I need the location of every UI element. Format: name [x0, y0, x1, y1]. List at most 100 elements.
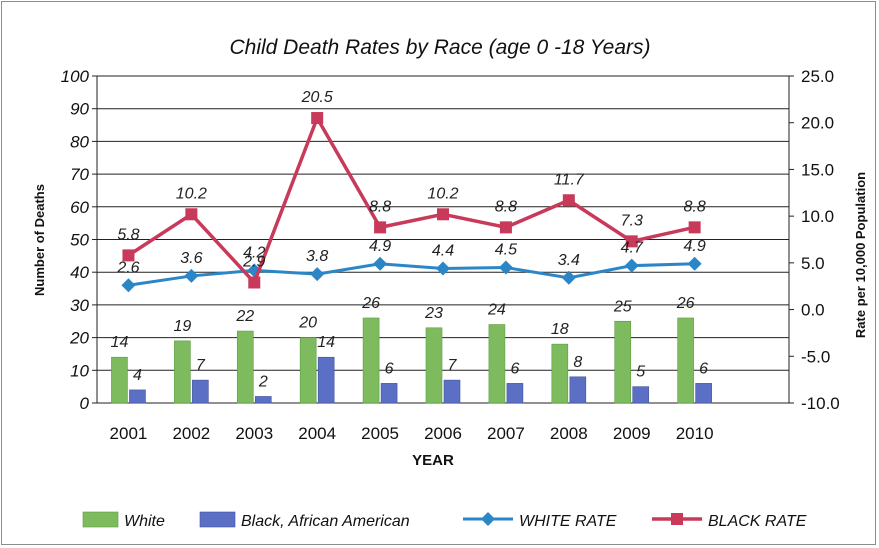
- bar-label-white: 20: [298, 315, 317, 332]
- bar-black: [380, 383, 398, 404]
- bar-black: [317, 356, 335, 404]
- bar-white: [488, 324, 506, 404]
- y-tick-label: 70: [70, 165, 89, 184]
- axes: 0 10 20 30 40 50 60 70 80 90 100 -10.0 -5.0 0.0 5.0 10.…: [61, 67, 840, 443]
- bar-label-white: 24: [487, 302, 506, 319]
- bar-label-white: 26: [361, 295, 380, 312]
- rate-label-black: 8.8: [369, 198, 391, 215]
- x-axis-label: YEAR: [412, 452, 454, 469]
- rate-label-white: 2.6: [116, 259, 139, 276]
- marker-white-rate: [561, 270, 576, 285]
- marker-white-rate: [310, 267, 325, 282]
- y-tick-label: 100: [61, 67, 90, 86]
- y-tick-label: 90: [70, 100, 89, 119]
- legend-label-black: Black, African American: [241, 513, 410, 530]
- marker-white-rate: [687, 256, 702, 271]
- marker-white-rate: [373, 256, 388, 271]
- chart-title: Child Death Rates by Race (age 0 -18 Yea…: [229, 36, 650, 59]
- bar-black: [192, 379, 209, 404]
- bar-white: [299, 337, 317, 404]
- y2-tick-label: 0.0: [801, 301, 825, 320]
- marker-black-rate: [688, 221, 701, 234]
- bar-black: [632, 386, 650, 404]
- marker-black-rate: [122, 249, 135, 262]
- rate-label-black: 5.8: [117, 226, 139, 243]
- x-tick-label: 2009: [613, 424, 651, 443]
- y2-tick-label: 5.0: [801, 254, 825, 273]
- marker-black-rate: [248, 276, 261, 289]
- rate-label-white: 4.5: [495, 242, 517, 259]
- bar-white: [111, 356, 128, 404]
- x-tick-label: 2002: [172, 424, 210, 443]
- bar-label-white: 14: [111, 334, 129, 351]
- rate-label-black: 20.5: [301, 89, 333, 106]
- bar-white: [362, 317, 380, 404]
- legend-label-white: White: [124, 513, 165, 530]
- y2-tick-label: 15.0: [801, 160, 834, 179]
- bar-white: [174, 340, 191, 404]
- marker-white-rate: [247, 263, 262, 278]
- rate-label-black: 11.7: [554, 171, 585, 188]
- bar-label-black: 2: [258, 373, 268, 390]
- line-white-rate: [128, 262, 695, 287]
- bar-label-black: 6: [385, 360, 394, 377]
- marker-black-rate: [374, 221, 387, 234]
- marker-black-rate: [499, 221, 512, 234]
- bar-label-white: 25: [613, 298, 632, 315]
- marker-white-rate: [184, 268, 199, 283]
- bar-white: [425, 327, 443, 404]
- rate-label-black: 7.3: [621, 212, 643, 229]
- y-tick-label: 0: [80, 394, 90, 413]
- marker-black-rate: [562, 194, 575, 207]
- bar-series: [111, 317, 712, 404]
- y2-tick-label: 25.0: [801, 67, 834, 86]
- y2-tick-label: 10.0: [801, 207, 834, 226]
- bar-label-black: 6: [510, 360, 519, 377]
- x-tick-label: 2006: [424, 424, 462, 443]
- line-series: [121, 112, 702, 293]
- legend-marker-white-rate: [481, 512, 495, 526]
- rate-label-white: 3.4: [558, 252, 580, 269]
- bar-white: [614, 320, 632, 404]
- rate-label-black: 10.2: [427, 185, 458, 202]
- legend: White Black, African American WHITE RATE BL…: [82, 511, 807, 530]
- x-tick-label: 2003: [235, 424, 273, 443]
- rate-label-black: 8.8: [684, 198, 706, 215]
- data-labels: 14 19 22 20 26 23 24 18 25 26 4 7 2 14 6 7 6 8 5 6 2.6 3.6 4.2…: [111, 89, 709, 390]
- x-tick-label: 2008: [550, 424, 588, 443]
- bar-black: [506, 383, 524, 404]
- marker-black-rate: [185, 208, 198, 221]
- x-tick-label: 2005: [361, 424, 399, 443]
- bar-label-black: 7: [448, 357, 458, 374]
- x-tick-label: 2010: [676, 424, 714, 443]
- rate-label-white: 3.6: [180, 250, 202, 267]
- bar-label-black: 7: [196, 357, 206, 374]
- marker-black-rate: [311, 112, 324, 125]
- bar-label-black: 6: [699, 360, 708, 377]
- rate-label-white: 4.9: [684, 238, 706, 255]
- bar-black: [254, 396, 272, 404]
- marker-white-rate: [624, 258, 639, 273]
- y-axis-label: Number of Deaths: [32, 184, 47, 296]
- y-tick-label: 30: [70, 296, 89, 315]
- rate-label-white: 3.8: [306, 248, 328, 265]
- rate-label-black: 8.8: [495, 198, 517, 215]
- bar-label-white: 18: [551, 321, 569, 338]
- marker-black-rate: [625, 235, 638, 248]
- bar-white: [551, 343, 569, 404]
- y-tick-label: 50: [70, 231, 89, 250]
- bar-label-black: 4: [133, 367, 142, 384]
- y2-tick-label: -10.0: [801, 394, 840, 413]
- legend-swatch-white: [82, 511, 119, 528]
- x-tick-label: 2007: [487, 424, 525, 443]
- rate-label-white: 4.2: [243, 244, 265, 261]
- bar-label-white: 19: [173, 318, 191, 335]
- marker-white-rate: [121, 278, 136, 293]
- rate-label-white: 4.9: [369, 238, 391, 255]
- rate-label-black: 2.9: [242, 253, 265, 270]
- bar-label-white: 23: [424, 305, 443, 322]
- bar-label-white: 26: [676, 295, 695, 312]
- y-tick-label: 10: [70, 361, 89, 380]
